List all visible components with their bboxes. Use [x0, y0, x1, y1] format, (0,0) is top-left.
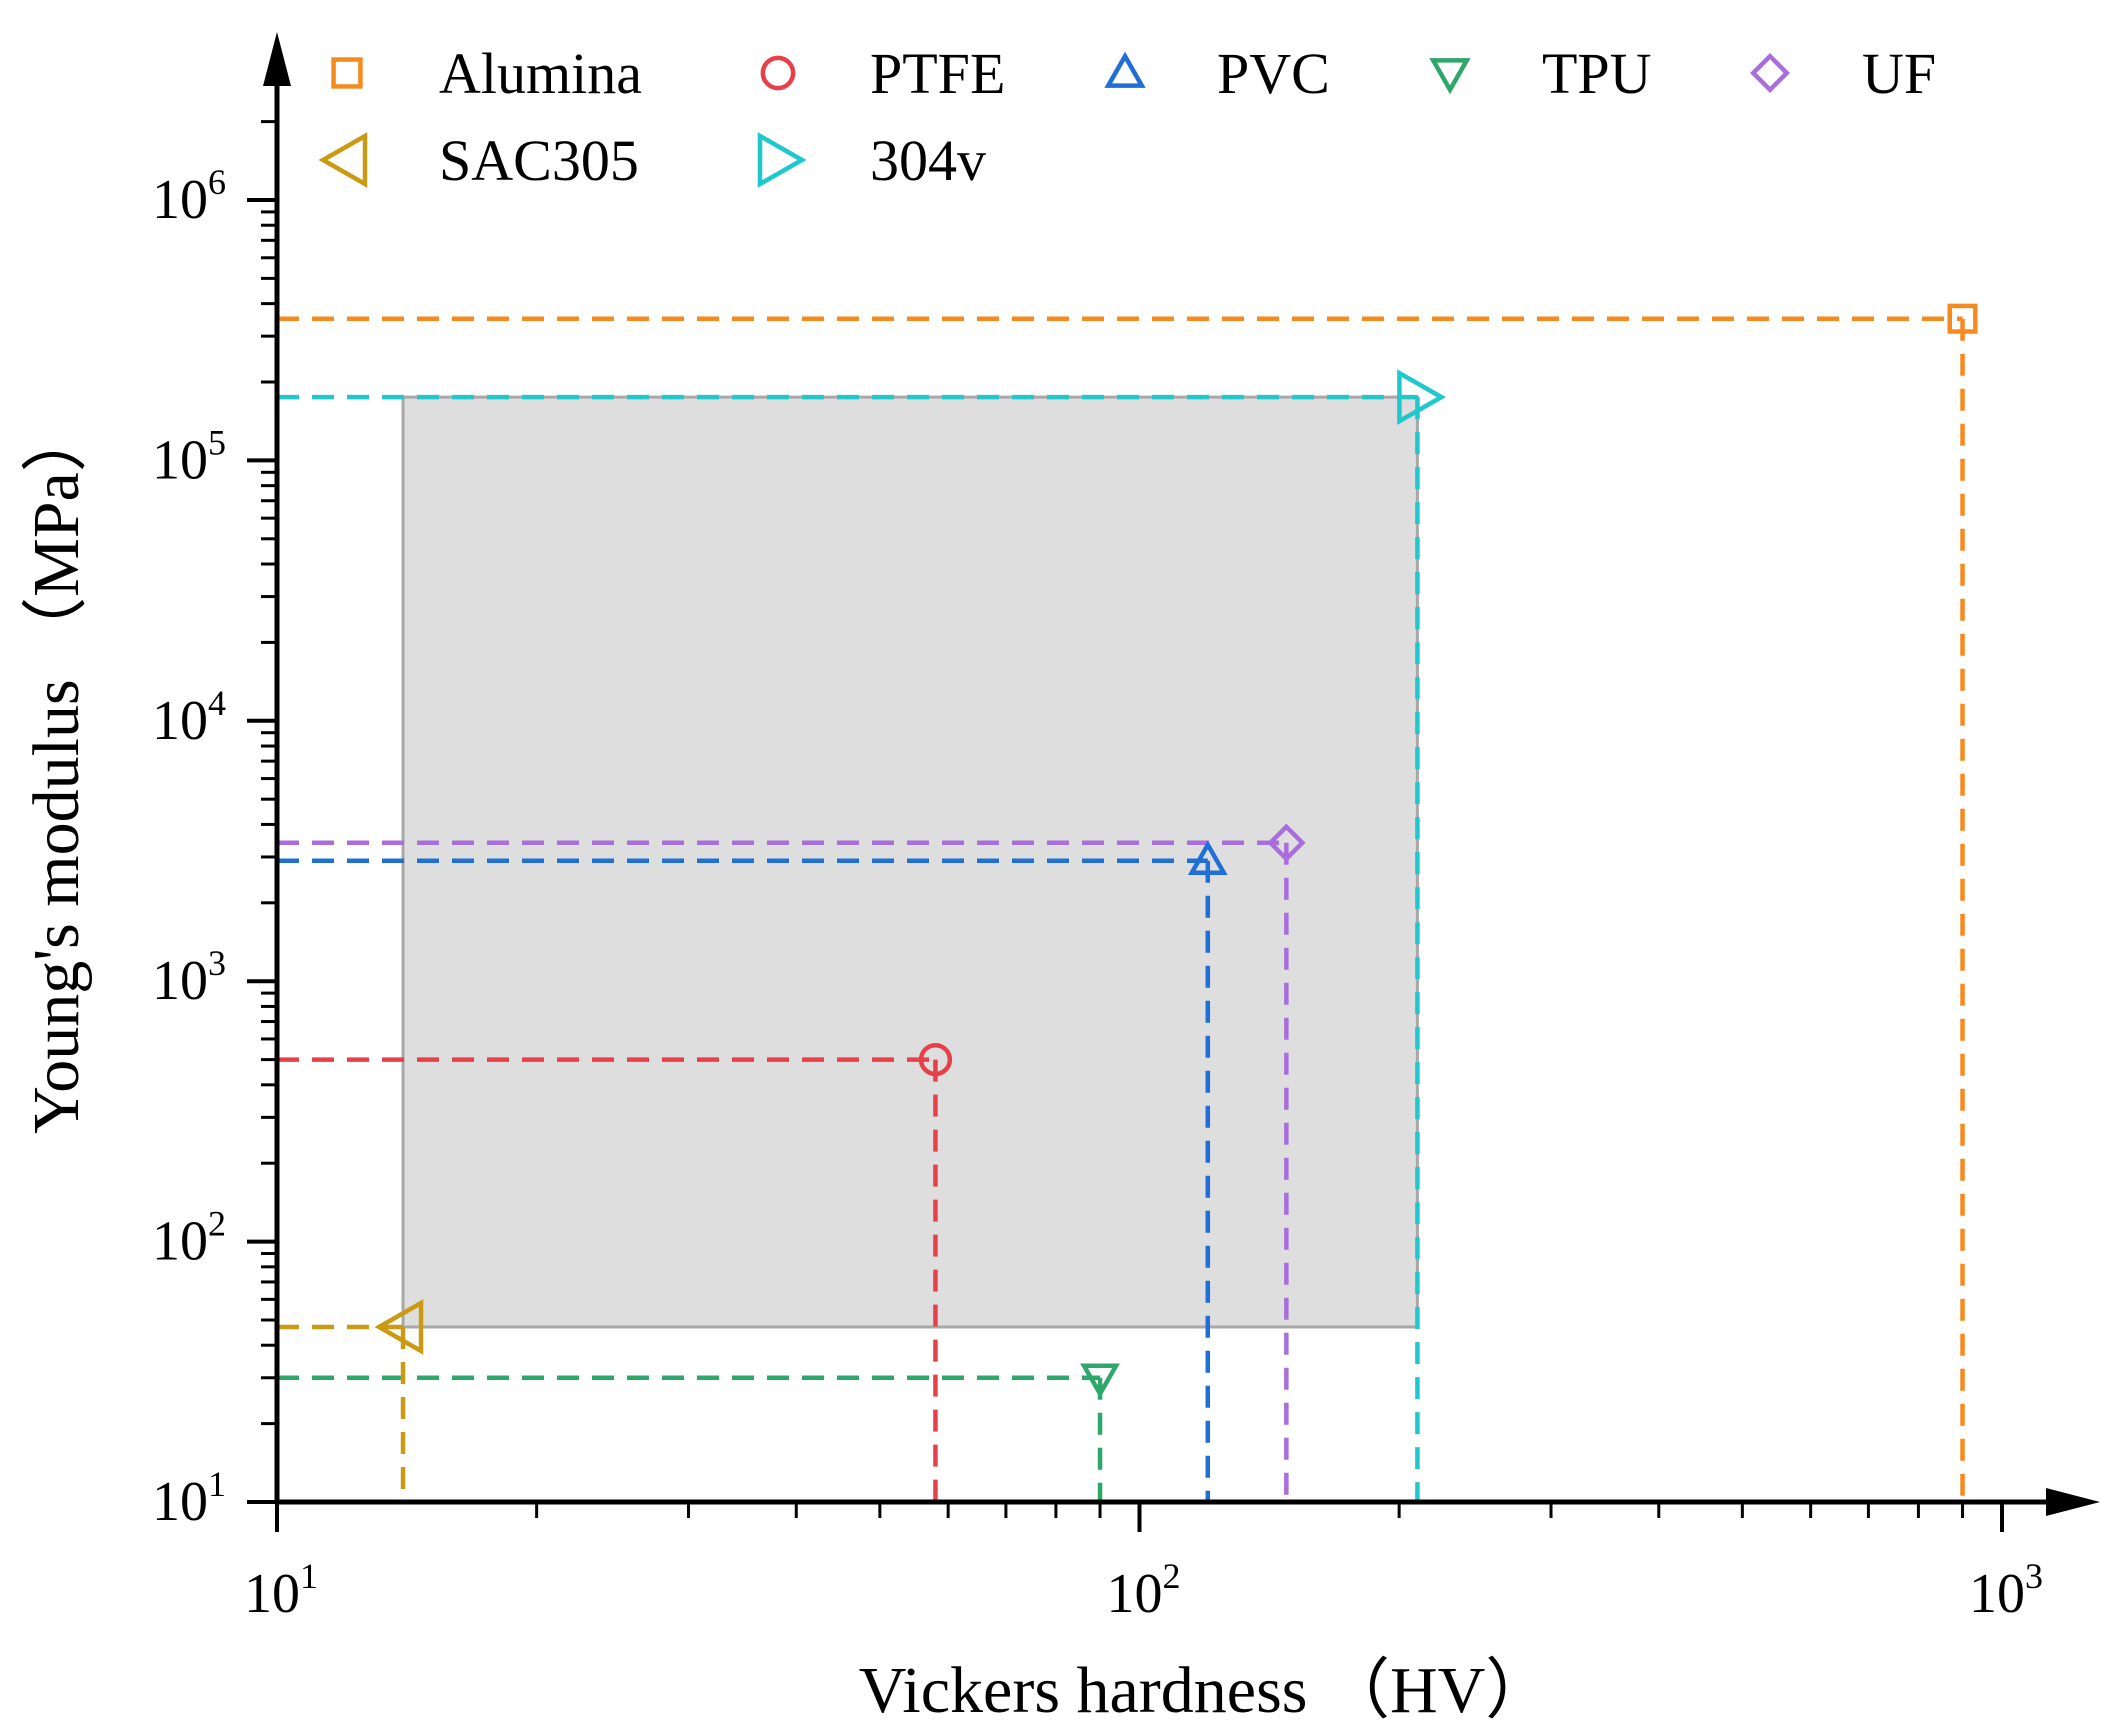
x-tick-label: 103	[1969, 1556, 2043, 1625]
x-axis-arrow	[2046, 1488, 2100, 1516]
legend-marker-tpu	[1429, 58, 1471, 95]
x-tick-label-base: 10	[1107, 1563, 1163, 1625]
point-tpu	[1080, 1363, 1120, 1399]
legend: Alumina PTFE PVC TPU UF SAC305 304v	[318, 41, 1936, 193]
y-tick-label-exponent: 4	[208, 683, 226, 723]
y-tick-label: 105	[152, 422, 226, 491]
markers-layer	[374, 303, 1978, 1399]
y-tick-label: 103	[152, 943, 226, 1012]
y-tick-label-base: 10	[152, 950, 208, 1012]
point-pvc	[1187, 840, 1228, 876]
x-tick-label-base: 10	[244, 1563, 300, 1625]
point-sac305	[374, 1299, 424, 1355]
legend-label-ptfe: PTFE	[870, 41, 1005, 106]
guide-lines-layer	[277, 316, 1965, 1502]
legend-marker-sac305	[318, 132, 368, 188]
x-tick-label-exponent: 3	[2025, 1556, 2043, 1596]
legend-label-304v: 304v	[870, 128, 986, 193]
legend-label-sac305: SAC305	[439, 128, 639, 193]
x-tick-label-exponent: 2	[1163, 1556, 1181, 1596]
y-tick-label: 104	[152, 683, 226, 752]
y-tick-label: 106	[152, 162, 226, 231]
y-tick-label-base: 10	[152, 1471, 208, 1533]
y-axis-title: Young's modulus （MPa）	[20, 406, 93, 1134]
y-tick-label-base: 10	[152, 429, 208, 491]
point-ptfe	[918, 1042, 953, 1077]
y-tick-label-exponent: 3	[208, 943, 226, 983]
y-tick-label-base: 10	[152, 1211, 208, 1273]
y-tick-label-exponent: 1	[208, 1464, 226, 1504]
x-tick-label: 101	[244, 1556, 318, 1625]
x-axis-title: Vickers hardness （HV）	[859, 1654, 1552, 1727]
x-tick-label-exponent: 1	[300, 1556, 318, 1596]
x-tick-label: 102	[1107, 1556, 1181, 1625]
y-tick-label: 102	[152, 1204, 226, 1273]
legend-label-tpu: TPU	[1542, 41, 1652, 106]
legend-label-alumina: Alumina	[439, 41, 642, 106]
point-304v	[1397, 369, 1446, 425]
y-tick-label-exponent: 6	[208, 162, 226, 202]
legend-marker-alumina	[331, 57, 363, 89]
legend-label-uf: UF	[1862, 41, 1936, 106]
legend-label-pvc: PVC	[1217, 41, 1330, 106]
x-tick-label-base: 10	[1969, 1563, 2025, 1625]
legend-marker-ptfe	[760, 55, 796, 91]
y-axis-arrow	[263, 32, 291, 86]
y-tick-label-exponent: 2	[208, 1204, 226, 1244]
point-uf	[1267, 823, 1306, 862]
y-tick-label: 101	[152, 1464, 226, 1533]
point-alumina	[1947, 303, 1978, 334]
legend-marker-304v	[757, 132, 807, 188]
axes	[263, 32, 2100, 1516]
legend-marker-uf	[1750, 53, 1790, 93]
y-tick-label-base: 10	[152, 169, 208, 231]
y-tick-label-base: 10	[152, 690, 208, 752]
legend-marker-pvc	[1104, 51, 1146, 88]
y-tick-label-exponent: 5	[208, 422, 226, 462]
